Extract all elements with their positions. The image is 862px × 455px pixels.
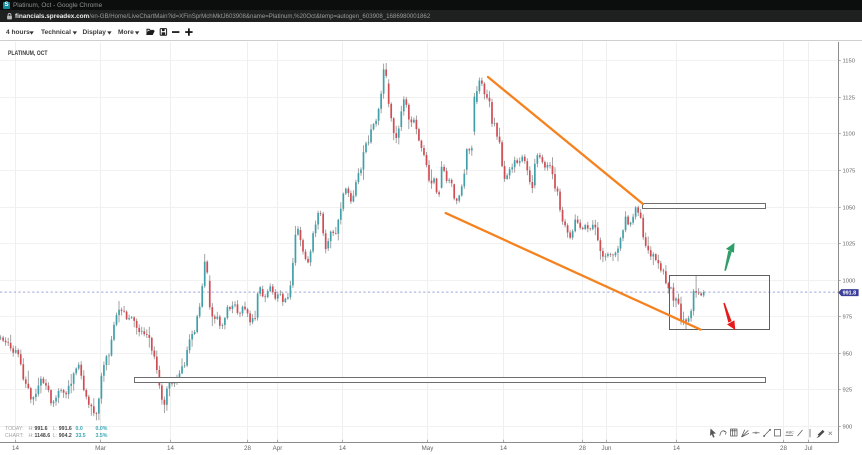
svg-text:1125: 1125 <box>843 96 855 102</box>
svg-text:CHART:: CHART: <box>5 433 24 439</box>
svg-text:Jun: Jun <box>602 445 613 452</box>
svg-text:14: 14 <box>167 445 174 452</box>
svg-text:PLATINUM, OCT: PLATINUM, OCT <box>8 50 48 57</box>
svg-text:0.0%: 0.0% <box>96 426 108 432</box>
svg-text:Apr: Apr <box>273 445 283 452</box>
svg-text:1150: 1150 <box>843 59 855 65</box>
svg-text:L:: L: <box>53 426 57 432</box>
svg-text:991.6: 991.6 <box>35 426 48 432</box>
svg-text:14: 14 <box>12 445 19 452</box>
svg-text:0.0: 0.0 <box>76 426 83 432</box>
svg-text:28: 28 <box>244 445 251 452</box>
svg-text:33.5: 33.5 <box>76 433 86 439</box>
svg-text:H:: H: <box>29 433 34 439</box>
svg-text:3.5%: 3.5% <box>96 433 108 439</box>
svg-text:14: 14 <box>500 445 507 452</box>
svg-text:991.6: 991.6 <box>59 426 72 432</box>
svg-text:Mar: Mar <box>95 445 106 452</box>
svg-text:L:: L: <box>53 433 57 439</box>
svg-text:904.2: 904.2 <box>59 433 72 439</box>
svg-text:14: 14 <box>673 445 680 452</box>
svg-text:1100: 1100 <box>843 132 855 138</box>
svg-text:975: 975 <box>843 315 853 321</box>
svg-text:1148.6: 1148.6 <box>35 433 51 439</box>
svg-text:14: 14 <box>339 445 346 452</box>
svg-text:1075: 1075 <box>843 169 856 175</box>
svg-text:May: May <box>422 445 435 452</box>
svg-text:925: 925 <box>843 388 853 394</box>
svg-text:900: 900 <box>843 425 853 431</box>
svg-text:991.8: 991.8 <box>843 291 857 297</box>
svg-text:28: 28 <box>579 445 586 452</box>
svg-text:ABC: ABC <box>786 430 794 435</box>
svg-text:1000: 1000 <box>843 279 856 285</box>
svg-text:TODAY:: TODAY: <box>5 426 24 432</box>
svg-text:950: 950 <box>843 352 853 358</box>
svg-text:1025: 1025 <box>843 242 856 248</box>
svg-text:28: 28 <box>780 445 787 452</box>
svg-text:Jul: Jul <box>805 445 813 452</box>
svg-text:H:: H: <box>29 426 34 432</box>
svg-text:1050: 1050 <box>843 206 856 212</box>
